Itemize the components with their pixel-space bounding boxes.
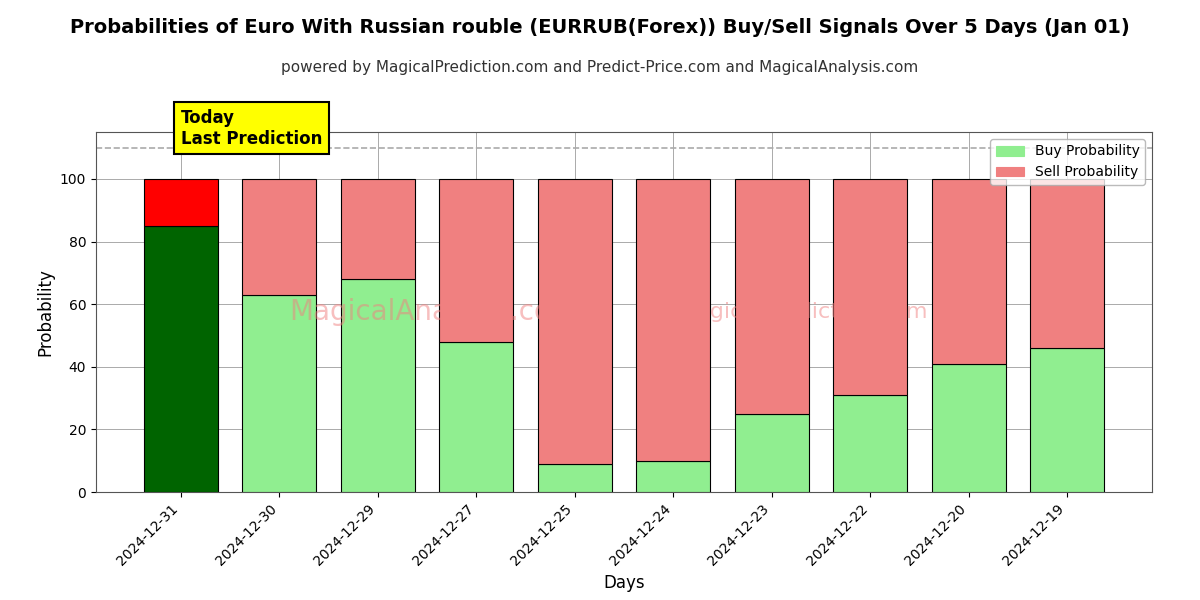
Bar <box>341 179 415 279</box>
Text: powered by MagicalPrediction.com and Predict-Price.com and MagicalAnalysis.com: powered by MagicalPrediction.com and Pre… <box>281 60 919 75</box>
Bar <box>734 179 809 414</box>
Bar <box>439 179 514 342</box>
Bar <box>1030 179 1104 348</box>
Bar <box>538 464 612 492</box>
Text: MagicalAnalysis.com: MagicalAnalysis.com <box>289 298 578 326</box>
Bar <box>144 226 218 492</box>
Bar <box>341 279 415 492</box>
Bar <box>636 461 710 492</box>
Bar <box>242 295 317 492</box>
Bar <box>833 179 907 395</box>
Bar <box>242 179 317 295</box>
Bar <box>538 179 612 464</box>
Bar <box>636 179 710 461</box>
Bar <box>144 179 218 226</box>
Text: MagicalPrediction.com: MagicalPrediction.com <box>678 302 929 322</box>
Bar <box>833 395 907 492</box>
Legend: Buy Probability, Sell Probability: Buy Probability, Sell Probability <box>990 139 1145 185</box>
Bar <box>734 414 809 492</box>
Bar <box>931 179 1006 364</box>
Bar <box>1030 348 1104 492</box>
Text: Probabilities of Euro With Russian rouble (EURRUB(Forex)) Buy/Sell Signals Over : Probabilities of Euro With Russian roubl… <box>70 18 1130 37</box>
Bar <box>931 364 1006 492</box>
Text: Today
Last Prediction: Today Last Prediction <box>181 109 323 148</box>
Bar <box>439 342 514 492</box>
X-axis label: Days: Days <box>604 574 644 592</box>
Y-axis label: Probability: Probability <box>36 268 54 356</box>
